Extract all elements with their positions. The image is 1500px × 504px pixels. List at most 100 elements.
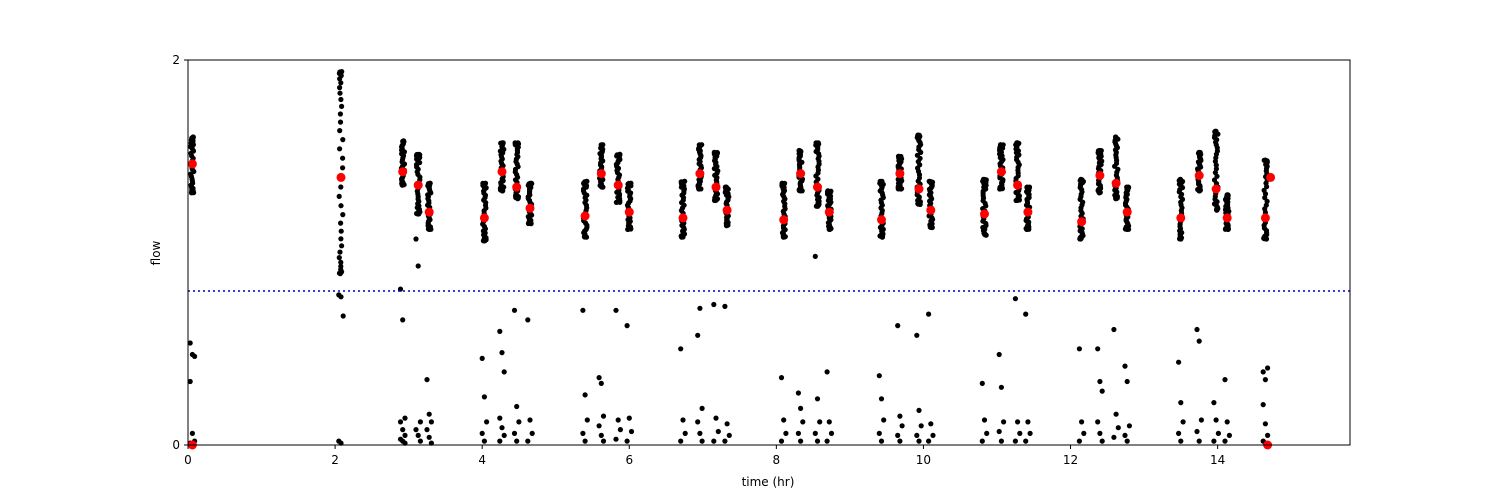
raw-sample-point (695, 332, 701, 338)
raw-sample-point (501, 369, 507, 375)
raw-sample-point (895, 323, 901, 329)
raw-sample-point (514, 403, 520, 410)
cluster-mean-point (824, 207, 834, 217)
raw-sample-point (337, 249, 343, 255)
raw-sample-point (600, 438, 607, 444)
raw-sample-point (338, 184, 344, 190)
raw-sample-point (1178, 438, 1184, 444)
cluster-mean-point (1260, 213, 1270, 223)
raw-sample-point (1224, 419, 1230, 425)
raw-sample-point (778, 375, 785, 381)
cluster-mean-point (613, 180, 623, 190)
raw-sample-point (190, 134, 196, 140)
x-tick-label: 10 (916, 453, 931, 467)
raw-sample-point (1222, 377, 1228, 383)
raw-sample-point (1023, 438, 1029, 444)
raw-sample-point (996, 351, 1002, 358)
x-tick-label: 12 (1063, 453, 1078, 467)
raw-sample-point (1099, 388, 1105, 394)
cluster-mean-point (596, 169, 606, 179)
raw-sample-point (497, 415, 503, 421)
raw-sample-point (511, 430, 518, 436)
cluster-mean-point (187, 159, 197, 169)
x-axis-label: time (hr) (742, 475, 795, 489)
raw-sample-point (337, 119, 344, 125)
raw-sample-point (397, 419, 404, 425)
cluster-mean-point (336, 172, 346, 182)
raw-sample-point (340, 212, 346, 218)
cluster-mean-point (877, 215, 886, 225)
raw-sample-point (713, 415, 719, 421)
raw-sample-point (1097, 378, 1103, 385)
cluster-mean-point (398, 167, 408, 177)
raw-sample-point (338, 263, 344, 269)
raw-sample-point (424, 377, 430, 383)
raw-sample-point (479, 430, 485, 436)
raw-sample-point (583, 178, 590, 184)
raw-sample-point (825, 188, 831, 194)
raw-sample-point (897, 438, 903, 444)
raw-sample-point (600, 413, 607, 419)
raw-sample-point (187, 340, 193, 346)
cluster-mean-point (996, 167, 1006, 177)
raw-sample-point (914, 332, 920, 338)
raw-sample-point (1211, 400, 1217, 406)
raw-sample-point (1124, 378, 1130, 385)
raw-sample-point (497, 438, 503, 444)
raw-sample-point (916, 407, 922, 413)
cluster-mean-point (926, 205, 936, 215)
raw-sample-point (624, 323, 630, 329)
raw-sample-point (187, 378, 193, 385)
raw-sample-point (996, 428, 1002, 435)
raw-sample-point (1126, 423, 1132, 429)
raw-sample-point (1262, 157, 1268, 163)
raw-sample-point (1176, 359, 1182, 365)
raw-sample-point (615, 417, 621, 423)
raw-sample-point (798, 405, 804, 411)
raw-sample-point (481, 394, 487, 400)
raw-sample-point (415, 263, 421, 269)
x-tick-label: 0 (184, 453, 192, 467)
raw-sample-point (814, 438, 821, 444)
raw-sample-point (416, 151, 422, 157)
raw-sample-point (337, 85, 343, 91)
raw-sample-point (824, 369, 830, 375)
raw-sample-point (580, 307, 586, 313)
raw-sample-point (699, 438, 705, 444)
raw-sample-point (1076, 346, 1082, 352)
raw-sample-point (1111, 326, 1117, 333)
y-tick-label: 0 (172, 438, 180, 452)
raw-sample-point (1111, 434, 1117, 440)
cluster-mean-point (1111, 178, 1121, 188)
cluster-mean-point (1077, 217, 1087, 227)
raw-sample-point (413, 427, 419, 433)
raw-sample-point (928, 421, 934, 427)
raw-sample-point (340, 165, 346, 171)
raw-sample-point (926, 438, 932, 444)
raw-sample-point (1124, 438, 1130, 444)
raw-sample-point (338, 236, 344, 242)
raw-sample-point (338, 228, 344, 234)
raw-sample-point (697, 305, 703, 311)
raw-sample-point (722, 438, 728, 444)
cluster-mean-point (1266, 172, 1276, 182)
cluster-mean-point (914, 184, 924, 194)
cluster-mean-point (1122, 207, 1132, 217)
x-axis-ticks: 0 2 4 6 8 10 12 14 (184, 445, 1225, 467)
cluster-mean-point (413, 180, 423, 190)
raw-sample-point (711, 438, 717, 444)
raw-sample-point (515, 140, 521, 146)
raw-sample-point (981, 417, 988, 423)
raw-sample-point (402, 432, 408, 438)
x-tick-label: 6 (625, 453, 633, 467)
raw-sample-point (428, 419, 434, 425)
cluster-mean-point (711, 182, 721, 192)
raw-sample-point (896, 153, 902, 159)
raw-sample-point (1078, 176, 1084, 182)
raw-sample-point (984, 430, 990, 436)
raw-sample-point (798, 438, 804, 444)
raw-sample-point (783, 430, 789, 436)
raw-sample-point (1096, 147, 1102, 154)
raw-sample-point (1196, 338, 1202, 344)
raw-sample-point (1113, 411, 1119, 417)
